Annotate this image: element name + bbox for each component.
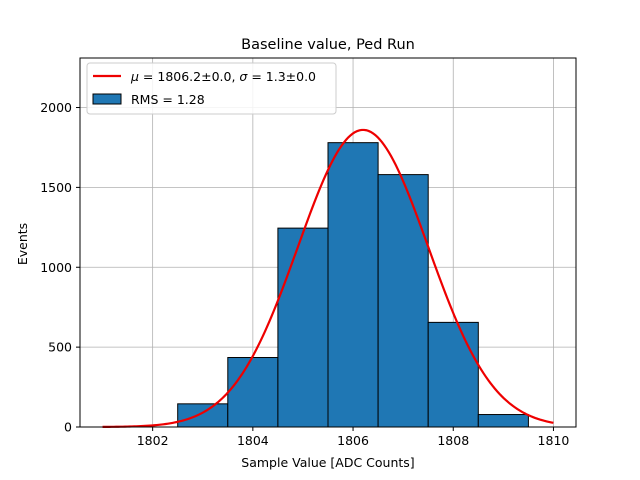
histogram-bar	[177, 403, 229, 428]
x-tick-label: 1802	[137, 433, 169, 448]
legend-mu-symbol: μ	[130, 69, 139, 84]
legend-mu-value: = 1806.2±0.0,	[139, 69, 239, 84]
histogram-bar	[377, 174, 429, 428]
y-tick-label: 500	[48, 340, 72, 355]
legend-histogram-swatch	[92, 93, 122, 105]
x-tick-label: 1804	[237, 433, 269, 448]
x-axis-ticks: 1802 1804 1806 1808 1810	[137, 427, 570, 448]
gaussian-fit-curve	[102, 128, 554, 428]
y-tick-label: 1000	[40, 260, 72, 275]
legend-frame	[86, 62, 337, 115]
y-axis-label: Events	[15, 223, 30, 265]
y-tick-label: 2000	[40, 100, 72, 115]
histogram-bar	[427, 321, 479, 428]
y-tick-label: 0	[64, 420, 72, 435]
legend-sigma-symbol: σ	[239, 69, 248, 84]
histogram-bar	[227, 357, 279, 428]
histogram-bar	[477, 414, 529, 428]
axes-frame	[79, 57, 577, 428]
y-axis-ticks: 0 500 1000 1500 2000	[40, 100, 80, 435]
legend: μ = 1806.2±0.0, σ = 1.3±0.0 RMS = 1.28	[86, 62, 337, 115]
legend-sigma-value: = 1.3±0.0	[247, 69, 316, 84]
histogram-bar	[277, 227, 329, 428]
x-tick-label: 1808	[437, 433, 469, 448]
legend-histogram-label: RMS = 1.28	[131, 92, 205, 107]
histogram-bar	[327, 142, 379, 428]
legend-fit-label: μ = 1806.2±0.0, σ = 1.3±0.0	[130, 69, 316, 84]
chart-title: Baseline value, Ped Run	[241, 37, 415, 53]
y-tick-label: 1500	[40, 180, 72, 195]
x-tick-label: 1806	[337, 433, 369, 448]
x-tick-label: 1810	[538, 433, 570, 448]
plot-area	[79, 57, 577, 428]
x-axis-label: Sample Value [ADC Counts]	[241, 455, 414, 470]
